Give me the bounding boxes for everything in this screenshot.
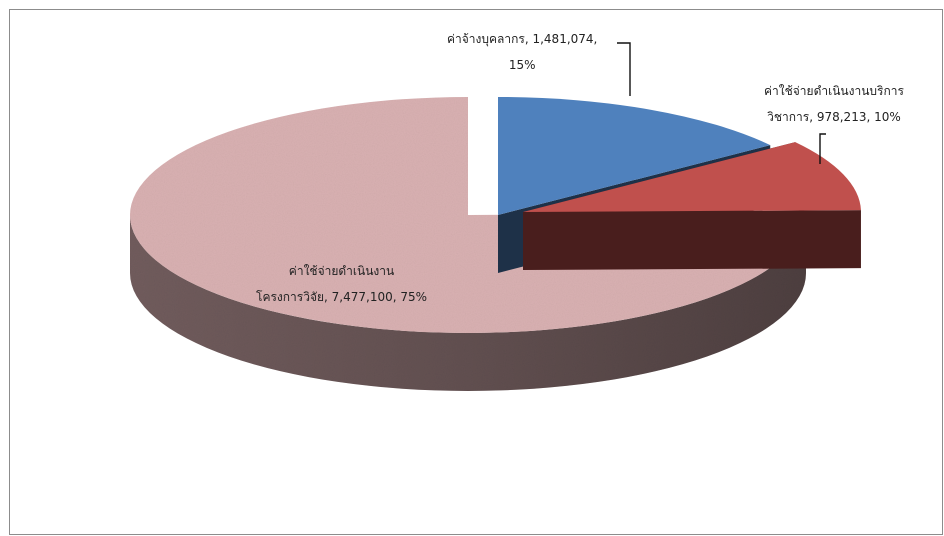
slice-research-project (130, 97, 807, 391)
slice-label-research-project-line2: โครงการวิจัย, 7,477,100, 75% (256, 290, 428, 304)
leader-line-personnel (617, 42, 631, 96)
slice-label-academic-service-line1: ค่าใช้จ่ายดำเนินงานบริการ (764, 84, 904, 98)
slice-label-personnel-line1: ค่าจ้างบุคลากร, 1,481,074, (447, 32, 598, 46)
slice-label-personnel: ค่าจ้างบุคลากร, 1,481,074, 15% (447, 26, 597, 78)
slice-label-personnel-line2: 15% (508, 58, 536, 72)
slice-label-research-project: ค่าใช้จ่ายดำเนินงาน โครงการวิจัย, 7,477,… (256, 258, 427, 310)
slice-label-research-project-line1: ค่าใช้จ่ายดำเนินงาน (288, 264, 395, 278)
slice-label-academic-service-line2: วิชาการ, 978,213, 10% (767, 110, 901, 124)
slice-label-academic-service: ค่าใช้จ่ายดำเนินงานบริการ วิชาการ, 978,2… (764, 78, 904, 130)
slice-academic-service (523, 142, 861, 270)
leader-line-academic-service (819, 133, 826, 164)
